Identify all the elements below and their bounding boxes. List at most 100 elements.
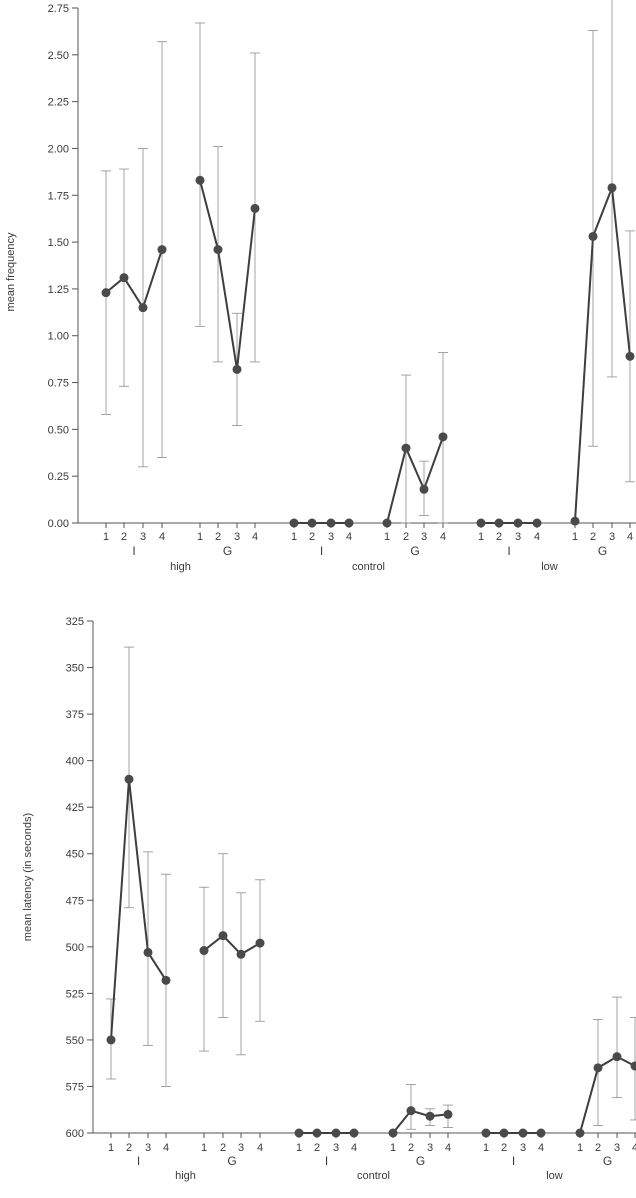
subgroup-label: G bbox=[603, 1154, 612, 1168]
series-line bbox=[386, 436, 444, 524]
data-point bbox=[236, 949, 246, 959]
data-point bbox=[513, 518, 523, 528]
data-point bbox=[532, 518, 542, 528]
data-point bbox=[406, 1106, 416, 1116]
data-point bbox=[536, 1128, 546, 1138]
data-point bbox=[438, 432, 448, 442]
data-point bbox=[625, 351, 635, 361]
y-tick-label: 500 bbox=[66, 942, 84, 954]
y-tick-label: 2.75 bbox=[48, 3, 69, 15]
x-tick-label: 4 bbox=[534, 531, 540, 543]
x-tick-label: 2 bbox=[590, 531, 596, 543]
y-tick-label: 1.75 bbox=[48, 190, 69, 202]
data-point bbox=[481, 1128, 491, 1138]
x-tick-label: 3 bbox=[140, 531, 146, 543]
group-label: high bbox=[175, 1170, 196, 1182]
data-point bbox=[401, 443, 411, 453]
x-tick-label: 4 bbox=[538, 1142, 544, 1154]
subgroup-label: G bbox=[598, 544, 607, 558]
subgroup-label: I bbox=[325, 1154, 328, 1168]
data-point bbox=[425, 1111, 435, 1121]
x-tick-label: 1 bbox=[197, 531, 203, 543]
y-tick-label: 575 bbox=[66, 1081, 84, 1093]
x-tick-label: 4 bbox=[252, 531, 258, 543]
x-tick-label: 1 bbox=[478, 531, 484, 543]
group-label: low bbox=[541, 561, 558, 573]
data-point bbox=[593, 1063, 603, 1073]
group-label: control bbox=[352, 561, 385, 573]
data-point bbox=[331, 1128, 341, 1138]
data-point bbox=[232, 364, 242, 374]
data-point bbox=[575, 1128, 585, 1138]
y-tick-label: 0.00 bbox=[48, 518, 69, 530]
data-point bbox=[307, 518, 317, 528]
y-tick-label: 350 bbox=[66, 663, 84, 675]
data-point bbox=[255, 938, 265, 948]
data-point bbox=[349, 1128, 359, 1138]
subgroup-label: I bbox=[507, 544, 510, 558]
x-tick-label: 1 bbox=[577, 1142, 583, 1154]
x-tick-label: 1 bbox=[291, 531, 297, 543]
x-tick-label: 3 bbox=[421, 531, 427, 543]
y-tick-label: 525 bbox=[66, 988, 84, 1000]
data-point bbox=[570, 516, 580, 526]
subgroup-label: G bbox=[227, 1154, 236, 1168]
x-tick-label: 4 bbox=[257, 1142, 263, 1154]
data-point bbox=[294, 1128, 304, 1138]
data-point bbox=[419, 484, 429, 494]
y-tick-label: 0.25 bbox=[48, 471, 69, 483]
series-line bbox=[392, 1109, 449, 1134]
subgroup-label: I bbox=[132, 544, 135, 558]
x-tick-label: 1 bbox=[384, 531, 390, 543]
x-tick-label: 2 bbox=[595, 1142, 601, 1154]
data-point bbox=[101, 288, 111, 298]
x-tick-label: 1 bbox=[572, 531, 578, 543]
data-point bbox=[138, 303, 148, 313]
x-tick-label: 2 bbox=[121, 531, 127, 543]
x-tick-label: 3 bbox=[609, 531, 615, 543]
data-point bbox=[119, 273, 129, 283]
data-point bbox=[382, 518, 392, 528]
x-tick-label: 3 bbox=[333, 1142, 339, 1154]
x-tick-label: 4 bbox=[351, 1142, 357, 1154]
y-tick-label: 325 bbox=[66, 616, 84, 628]
subgroup-label: I bbox=[320, 544, 323, 558]
data-point bbox=[607, 183, 617, 193]
x-tick-label: 1 bbox=[390, 1142, 396, 1154]
series-line bbox=[199, 180, 256, 370]
y-tick-label: 2.00 bbox=[48, 143, 69, 155]
data-point bbox=[499, 1128, 509, 1138]
x-tick-label: 2 bbox=[408, 1142, 414, 1154]
x-tick-label: 4 bbox=[632, 1142, 636, 1154]
x-tick-label: 3 bbox=[234, 531, 240, 543]
x-tick-label: 4 bbox=[159, 531, 165, 543]
data-point bbox=[344, 518, 354, 528]
x-tick-label: 2 bbox=[403, 531, 409, 543]
x-tick-label: 2 bbox=[220, 1142, 226, 1154]
subgroup-label: G bbox=[410, 544, 419, 558]
data-point bbox=[630, 1061, 636, 1071]
x-tick-label: 1 bbox=[108, 1142, 114, 1154]
data-point bbox=[312, 1128, 322, 1138]
x-tick-label: 3 bbox=[520, 1142, 526, 1154]
group-label: control bbox=[357, 1170, 390, 1182]
subgroup-label: G bbox=[416, 1154, 425, 1168]
series-line bbox=[105, 249, 163, 310]
data-point bbox=[612, 1052, 622, 1062]
x-tick-label: 1 bbox=[201, 1142, 207, 1154]
data-point bbox=[443, 1109, 453, 1119]
subgroup-label: I bbox=[137, 1154, 140, 1168]
y-tick-label: 1.25 bbox=[48, 284, 69, 296]
data-point bbox=[195, 175, 205, 185]
data-point bbox=[518, 1128, 528, 1138]
x-tick-label: 4 bbox=[163, 1142, 169, 1154]
data-point bbox=[326, 518, 336, 528]
y-axis-title: mean latency (in seconds) bbox=[22, 813, 34, 941]
data-point bbox=[494, 518, 504, 528]
y-tick-label: 425 bbox=[66, 802, 84, 814]
x-tick-label: 1 bbox=[103, 531, 109, 543]
y-tick-label: 0.50 bbox=[48, 424, 69, 436]
y-tick-label: 400 bbox=[66, 756, 84, 768]
data-point bbox=[143, 947, 153, 957]
